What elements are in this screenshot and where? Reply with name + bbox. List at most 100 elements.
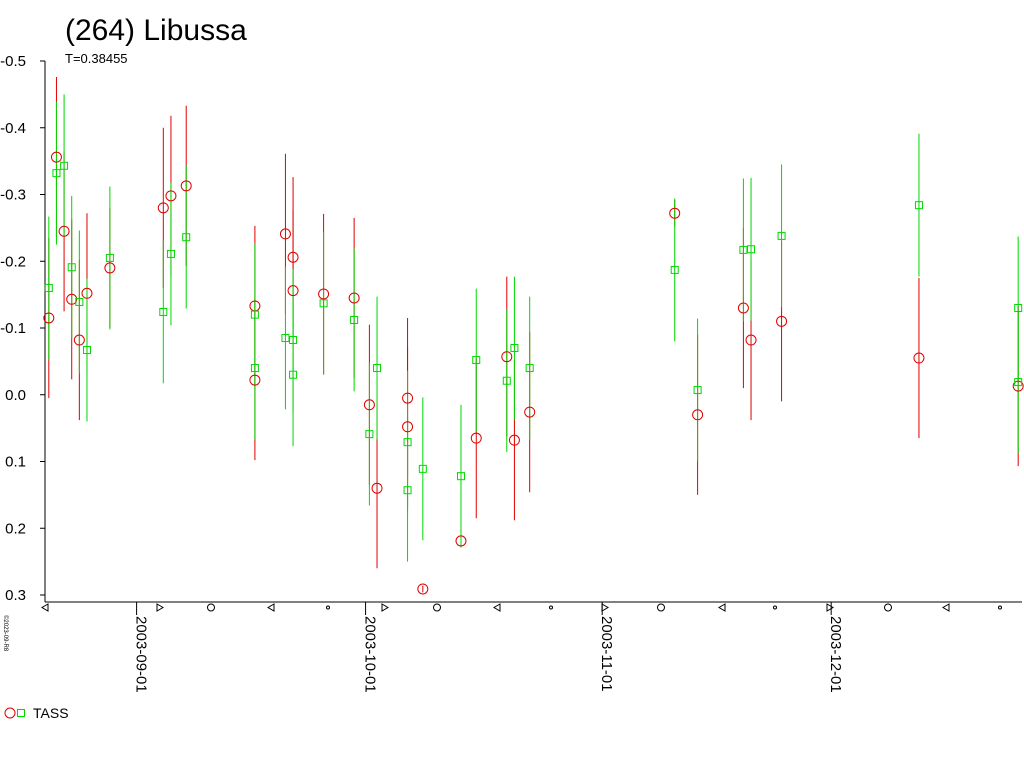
y-tick-label: 0.1 bbox=[5, 454, 26, 471]
data-point bbox=[737, 302, 749, 314]
data-point bbox=[502, 376, 511, 385]
moon-phase bbox=[773, 605, 777, 610]
data-point bbox=[455, 535, 467, 547]
x-tick-label: 2003-09-01 bbox=[133, 616, 150, 693]
data-point bbox=[73, 334, 85, 346]
x-tick-label: 2003-12-01 bbox=[827, 616, 844, 693]
data-point bbox=[777, 231, 786, 240]
data-point bbox=[289, 370, 298, 379]
moon-phase bbox=[884, 603, 892, 612]
data-point bbox=[319, 299, 328, 308]
data-point bbox=[747, 245, 756, 254]
data-point bbox=[508, 434, 520, 446]
data-point bbox=[402, 421, 414, 433]
data-point bbox=[913, 352, 925, 364]
moon-phase bbox=[657, 603, 665, 612]
y-tick-label: -0.1 bbox=[0, 320, 26, 337]
credit: ©2023-09-R8 bbox=[2, 615, 9, 652]
data-point bbox=[287, 285, 299, 297]
data-point bbox=[524, 406, 536, 418]
moon-phase bbox=[156, 603, 164, 612]
data-point bbox=[249, 374, 261, 386]
data-point bbox=[287, 251, 299, 263]
moon-phase bbox=[549, 605, 553, 610]
data-point bbox=[250, 310, 259, 319]
data-point bbox=[403, 486, 412, 495]
y-tick-label: 0.0 bbox=[5, 387, 26, 404]
x-tick-label: 2003-11-01 bbox=[598, 616, 615, 692]
moon-phase bbox=[41, 603, 49, 612]
legend-label: TASS bbox=[33, 705, 69, 721]
data-point bbox=[50, 151, 62, 163]
data-point bbox=[67, 263, 76, 272]
data-point bbox=[81, 287, 93, 299]
data-point bbox=[318, 288, 330, 300]
data-point bbox=[289, 336, 298, 345]
moon-phase bbox=[433, 603, 441, 612]
moon-phase bbox=[493, 603, 501, 612]
data-point bbox=[180, 180, 192, 192]
data-point bbox=[104, 262, 116, 274]
data-point bbox=[157, 202, 169, 214]
y-tick-label: -0.4 bbox=[0, 120, 26, 137]
data-point bbox=[470, 432, 482, 444]
data-point bbox=[365, 430, 374, 439]
y-tick-label: -0.3 bbox=[0, 187, 26, 204]
moon-phase bbox=[998, 605, 1002, 610]
moon-phase bbox=[381, 603, 389, 612]
data-point bbox=[693, 386, 702, 395]
legend-marker bbox=[4, 707, 16, 719]
moon-phases bbox=[41, 603, 1002, 612]
data-point bbox=[105, 253, 114, 262]
data-point bbox=[510, 344, 519, 353]
data-point bbox=[165, 190, 177, 202]
data-point bbox=[66, 293, 78, 305]
data-point bbox=[44, 283, 53, 292]
data-point bbox=[456, 472, 465, 481]
data-point bbox=[363, 399, 375, 411]
moon-phase bbox=[326, 605, 330, 610]
data-point bbox=[159, 307, 168, 316]
chart-subtitle: T=0.38455 bbox=[65, 51, 128, 66]
markers bbox=[43, 151, 1024, 595]
data-point bbox=[182, 233, 191, 242]
moon-phase bbox=[207, 603, 215, 612]
data-point bbox=[52, 169, 61, 178]
data-point bbox=[371, 482, 383, 494]
data-point bbox=[348, 292, 360, 304]
data-point bbox=[1012, 380, 1024, 392]
data-point bbox=[402, 392, 414, 404]
y-tick-label: 0.3 bbox=[5, 587, 26, 604]
data-point bbox=[281, 334, 290, 343]
data-point bbox=[350, 315, 359, 324]
data-point bbox=[472, 356, 481, 365]
data-point bbox=[403, 438, 412, 447]
data-point bbox=[1014, 378, 1023, 387]
data-point bbox=[60, 161, 69, 170]
data-point bbox=[776, 315, 788, 327]
data-point bbox=[279, 228, 291, 240]
chart-title: (264) Libussa bbox=[65, 14, 247, 47]
y-tick-label: -0.2 bbox=[0, 253, 26, 270]
data-point bbox=[914, 201, 923, 210]
data-point bbox=[670, 265, 679, 274]
moon-phase bbox=[942, 603, 950, 612]
moon-phase bbox=[601, 603, 609, 612]
data-point bbox=[43, 312, 55, 324]
data-point bbox=[82, 346, 91, 355]
moon-phase bbox=[718, 603, 726, 612]
data-point bbox=[501, 351, 513, 363]
data-point bbox=[166, 249, 175, 258]
data-point bbox=[745, 334, 757, 346]
y-tick-label: 0.2 bbox=[5, 520, 26, 537]
data-point bbox=[75, 297, 84, 306]
data-point bbox=[373, 364, 382, 373]
data-point bbox=[417, 583, 429, 595]
legend-marker bbox=[17, 709, 25, 717]
data-point bbox=[58, 225, 70, 237]
data-point bbox=[692, 409, 704, 421]
data-point bbox=[418, 464, 427, 473]
moon-phase bbox=[267, 603, 275, 612]
